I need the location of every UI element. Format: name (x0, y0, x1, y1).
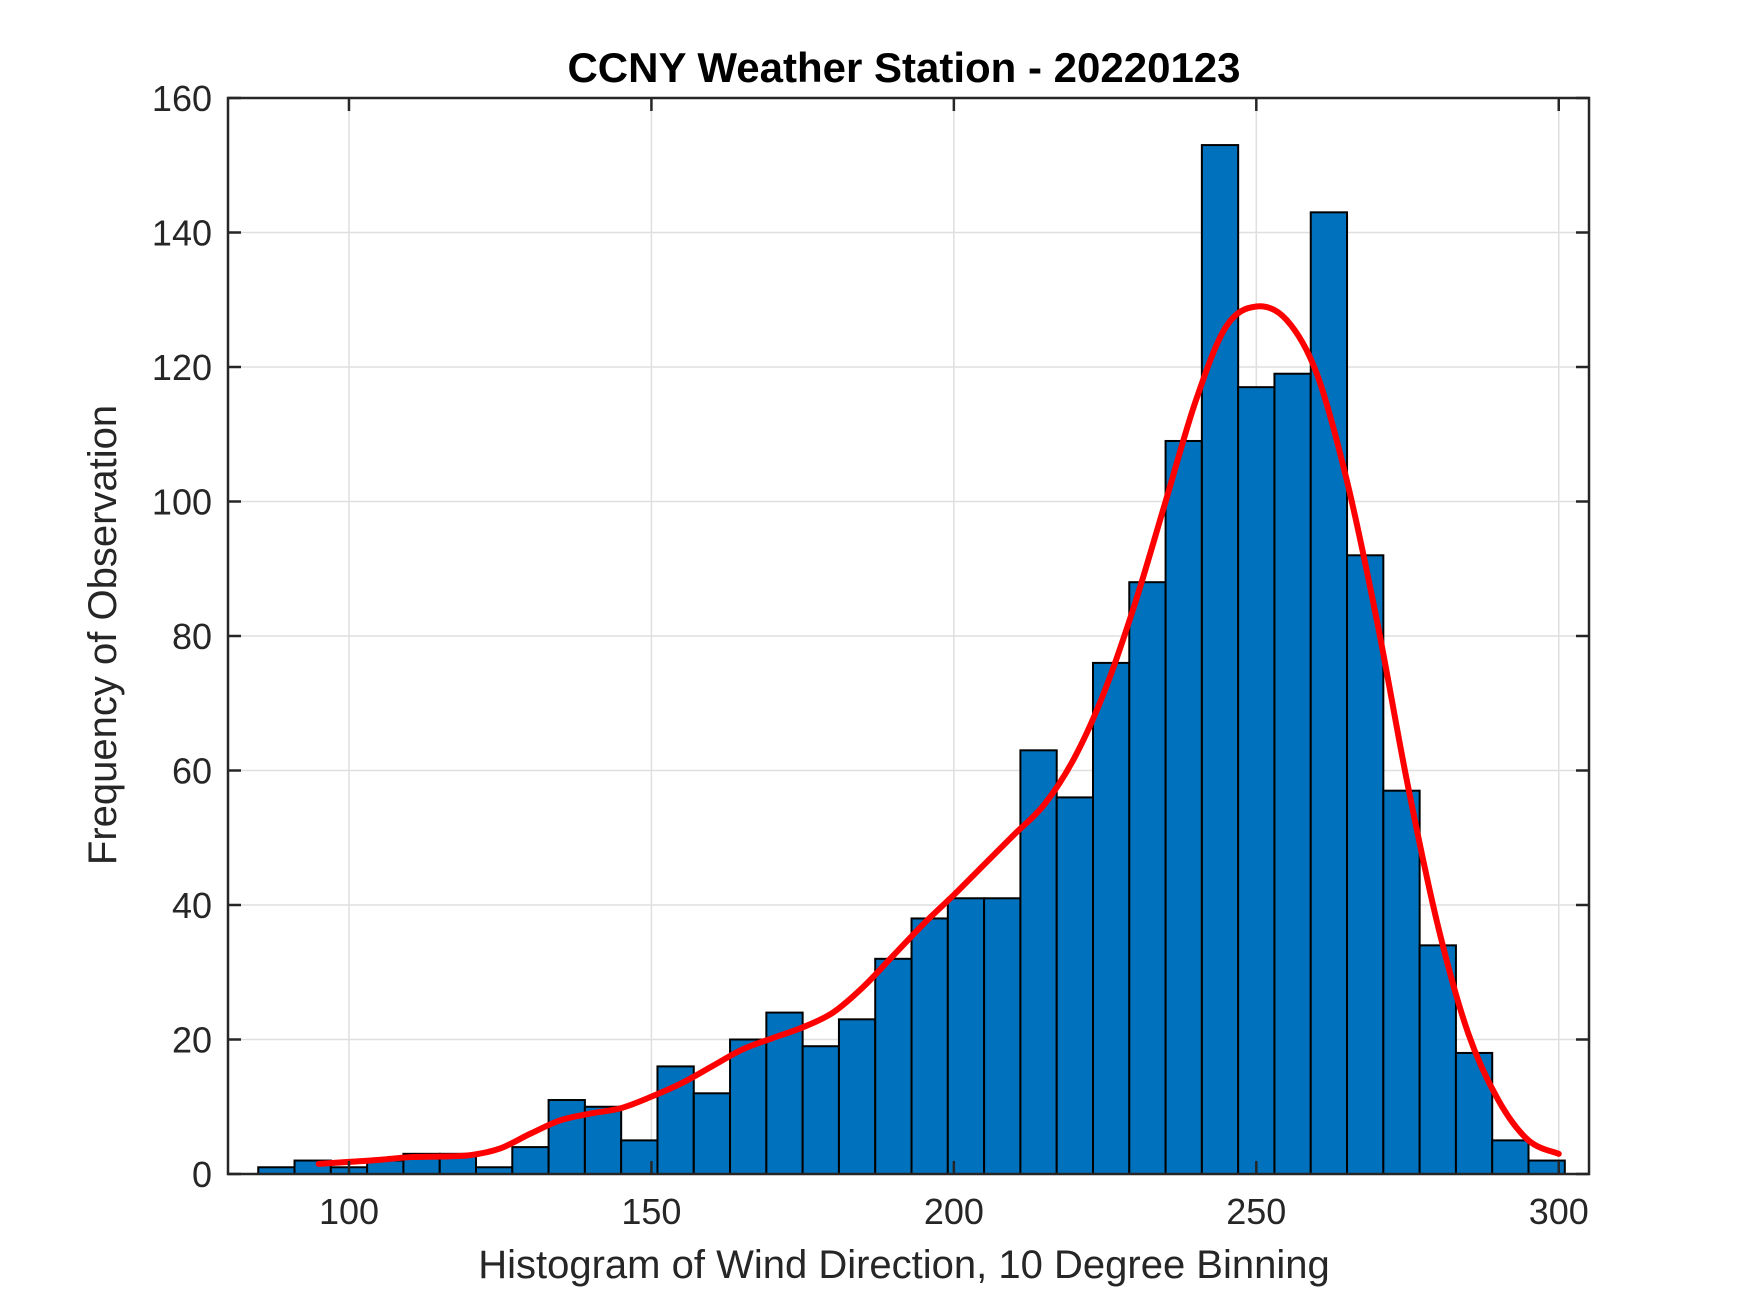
histogram-bar (1309, 211, 1349, 1175)
x-tick-label: 100 (319, 1191, 379, 1232)
histogram-bar (1491, 1139, 1530, 1175)
x-axis-title: Histogram of Wind Direction, 10 Degree B… (478, 1243, 1330, 1287)
histogram-bar (1200, 144, 1240, 1176)
histogram-bar (874, 957, 913, 1175)
y-tick-label: 0 (192, 1154, 212, 1195)
density-fit-curve (315, 303, 1562, 1167)
histogram-bar (729, 1038, 768, 1175)
x-tick-label: 200 (924, 1191, 984, 1232)
axis-ticks (228, 96, 1589, 1176)
y-tick-label: 160 (152, 78, 212, 119)
histogram-bar (801, 1045, 840, 1175)
histogram-bar (583, 1105, 623, 1175)
histogram-bar (1273, 372, 1312, 1176)
histogram-bar (1164, 439, 1203, 1176)
chart-title: CCNY Weather Station - 20220123 (567, 44, 1240, 91)
histogram-bar (1055, 796, 1094, 1176)
y-tick-label: 40 (172, 885, 212, 926)
y-tick-labels: 0 20 40 60 80 100 120 140 160 (152, 78, 212, 1195)
density-curve-layer (315, 303, 1562, 1167)
histogram-bar (1382, 789, 1421, 1175)
histogram-bar (1128, 581, 1167, 1175)
histogram-bar (983, 897, 1022, 1176)
histogram-bar (946, 897, 986, 1176)
x-tick-label: 250 (1226, 1191, 1286, 1232)
histogram-bar (1346, 554, 1385, 1175)
histogram-bar (511, 1146, 550, 1175)
y-tick-label: 60 (172, 751, 212, 792)
histogram-bar (910, 917, 949, 1176)
histogram-bars (257, 144, 1566, 1176)
histogram-bar (547, 1099, 586, 1176)
x-tick-labels: 100 150 200 250 300 (319, 1191, 1589, 1232)
y-tick-label: 120 (152, 347, 212, 388)
x-tick-label: 150 (621, 1191, 681, 1232)
y-tick-label: 100 (152, 482, 212, 523)
y-tick-label: 20 (172, 1020, 212, 1061)
histogram-bar (1091, 661, 1131, 1176)
y-tick-label: 80 (172, 616, 212, 657)
y-axis-title: Frequency of Observation (81, 405, 125, 865)
x-tick-label: 300 (1529, 1191, 1589, 1232)
histogram-bar (692, 1092, 732, 1176)
y-tick-label: 140 (152, 213, 212, 254)
histogram-bar (837, 1018, 877, 1176)
histogram-bar (1237, 386, 1276, 1175)
